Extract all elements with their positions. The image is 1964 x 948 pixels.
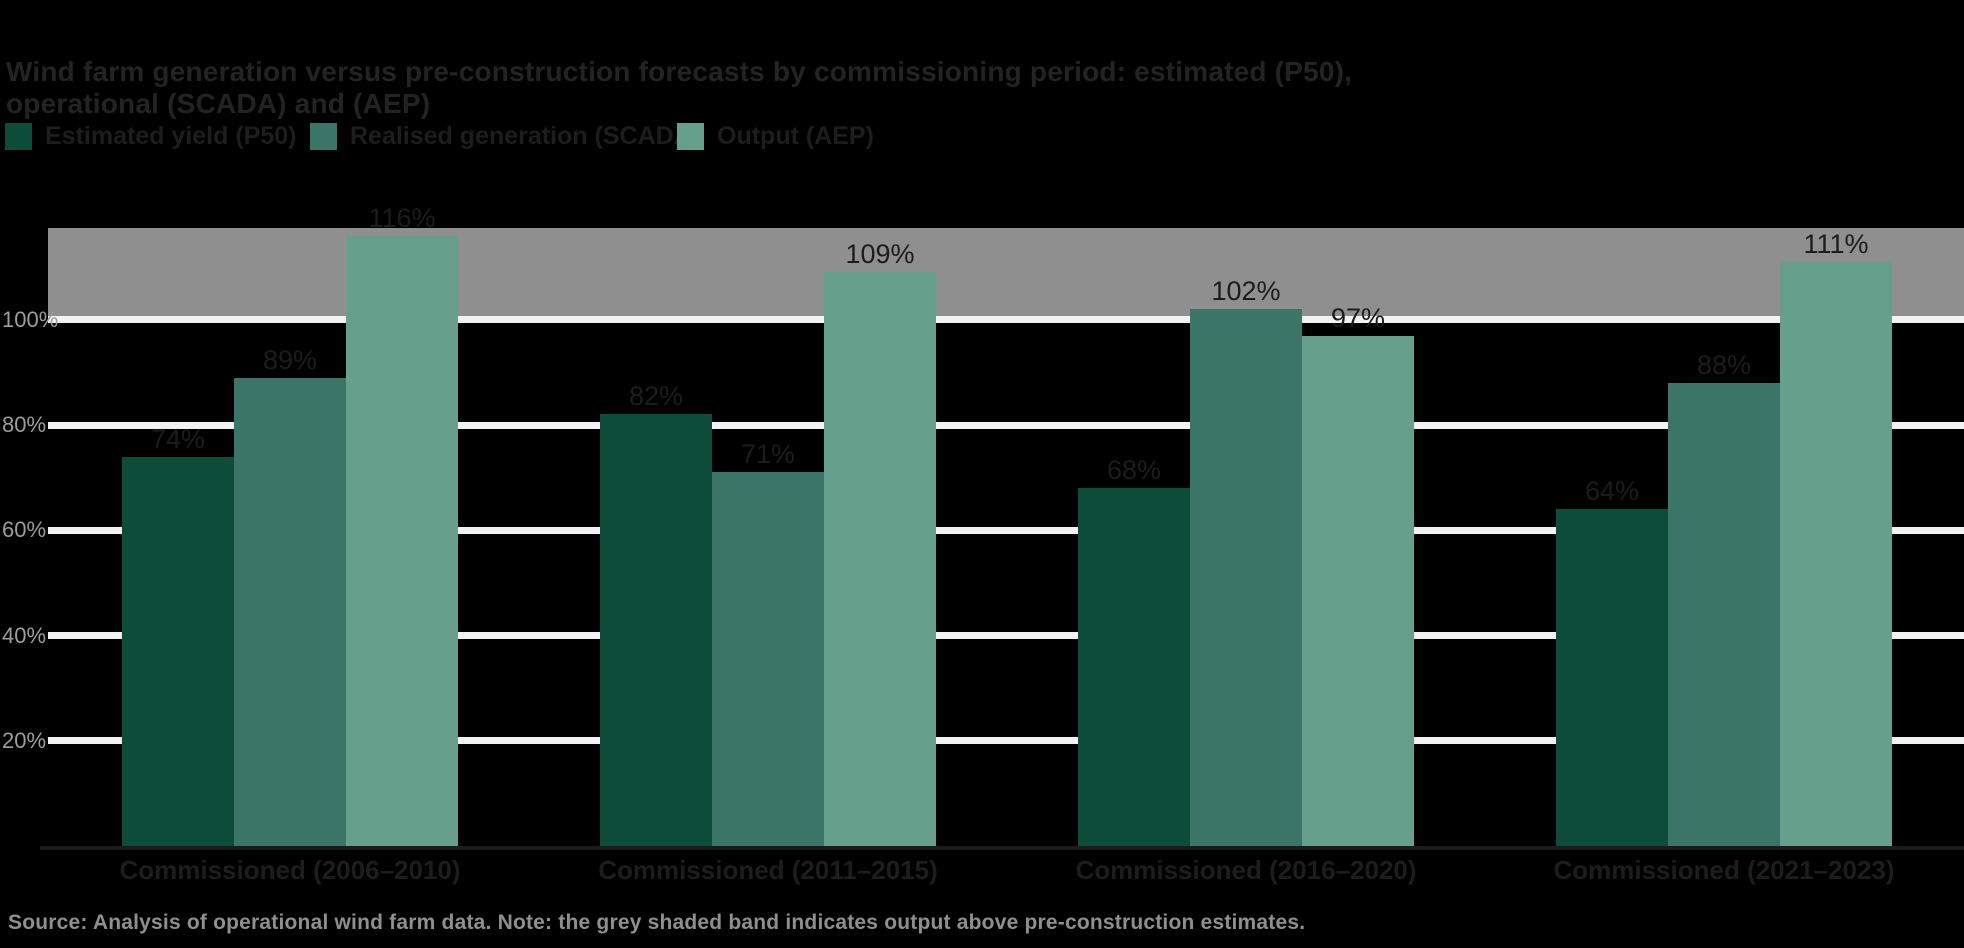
bar-value-label: 89% bbox=[262, 345, 318, 375]
bar-series-1-group-3 bbox=[1078, 488, 1190, 846]
y-axis-tick-label: 40% bbox=[2, 623, 47, 648]
bar-value-label: 64% bbox=[1584, 476, 1640, 506]
bar-value-label: 102% bbox=[1211, 276, 1281, 306]
legend-swatch-icon bbox=[310, 123, 337, 150]
chart-title: Wind farm generation versus pre-construc… bbox=[6, 56, 1353, 119]
gridline-100% bbox=[48, 316, 1964, 323]
x-axis-label-group-2: Commissioned (2011–2015) bbox=[598, 855, 938, 885]
bar-series-3-group-3 bbox=[1302, 336, 1414, 846]
y-axis-tick-label: 80% bbox=[2, 412, 47, 437]
legend-label: Realised generation (SCADA) bbox=[350, 122, 701, 150]
gridline-60% bbox=[48, 527, 1964, 534]
bar-value-label: 109% bbox=[845, 239, 915, 269]
legend-label: Output (AEP) bbox=[717, 122, 874, 150]
bar-series-1-group-4 bbox=[1556, 509, 1668, 846]
above-100-band bbox=[48, 228, 1964, 317]
legend: Estimated yield (P50) Realised generation… bbox=[0, 122, 1964, 158]
bar-value-label: 97% bbox=[1330, 303, 1386, 333]
y-axis-tick-label: 60% bbox=[2, 517, 47, 542]
bar-series-1-group-1 bbox=[122, 457, 234, 846]
bar-series-3-group-4 bbox=[1780, 262, 1892, 846]
bar-series-2-group-2 bbox=[712, 472, 824, 846]
legend-item-1: Estimated yield (P50) bbox=[5, 122, 296, 151]
y-axis-tick-label: 20% bbox=[2, 728, 47, 753]
x-axis-line bbox=[40, 846, 1964, 850]
x-axis-label-group-3: Commissioned (2016–2020) bbox=[1075, 855, 1417, 885]
bar-series-2-group-1 bbox=[234, 378, 346, 846]
x-axis-label-group-1: Commissioned (2006–2010) bbox=[119, 855, 461, 885]
legend-swatch-icon bbox=[677, 123, 704, 150]
gridline-80% bbox=[48, 422, 1964, 429]
gridline-20% bbox=[48, 737, 1964, 744]
bar-series-3-group-1 bbox=[346, 236, 458, 846]
bar-value-label: 74% bbox=[150, 424, 206, 454]
legend-swatch-icon bbox=[5, 123, 32, 150]
bar-value-label: 88% bbox=[1696, 350, 1752, 380]
bar-value-label: 116% bbox=[368, 203, 436, 233]
x-axis-label-group-4: Commissioned (2021–2023) bbox=[1553, 855, 1895, 885]
source-note: Source: Analysis of operational wind far… bbox=[8, 911, 1306, 934]
bar-series-2-group-4 bbox=[1668, 383, 1780, 846]
bar-series-2-group-3 bbox=[1190, 309, 1302, 846]
y-axis-tick-label: 100% bbox=[2, 307, 59, 332]
legend-item-3: Output (AEP) bbox=[677, 122, 874, 151]
bar-series-3-group-2 bbox=[824, 272, 936, 846]
bar-value-label: 68% bbox=[1106, 455, 1162, 485]
bar-value-label: 111% bbox=[1803, 229, 1869, 259]
bar-series-1-group-2 bbox=[600, 414, 712, 846]
bar-value-label: 82% bbox=[628, 381, 684, 411]
gridline-40% bbox=[48, 632, 1964, 639]
legend-label: Estimated yield (P50) bbox=[45, 122, 297, 150]
legend-item-2: Realised generation (SCADA) bbox=[310, 122, 700, 151]
bar-value-label: 71% bbox=[740, 439, 796, 469]
